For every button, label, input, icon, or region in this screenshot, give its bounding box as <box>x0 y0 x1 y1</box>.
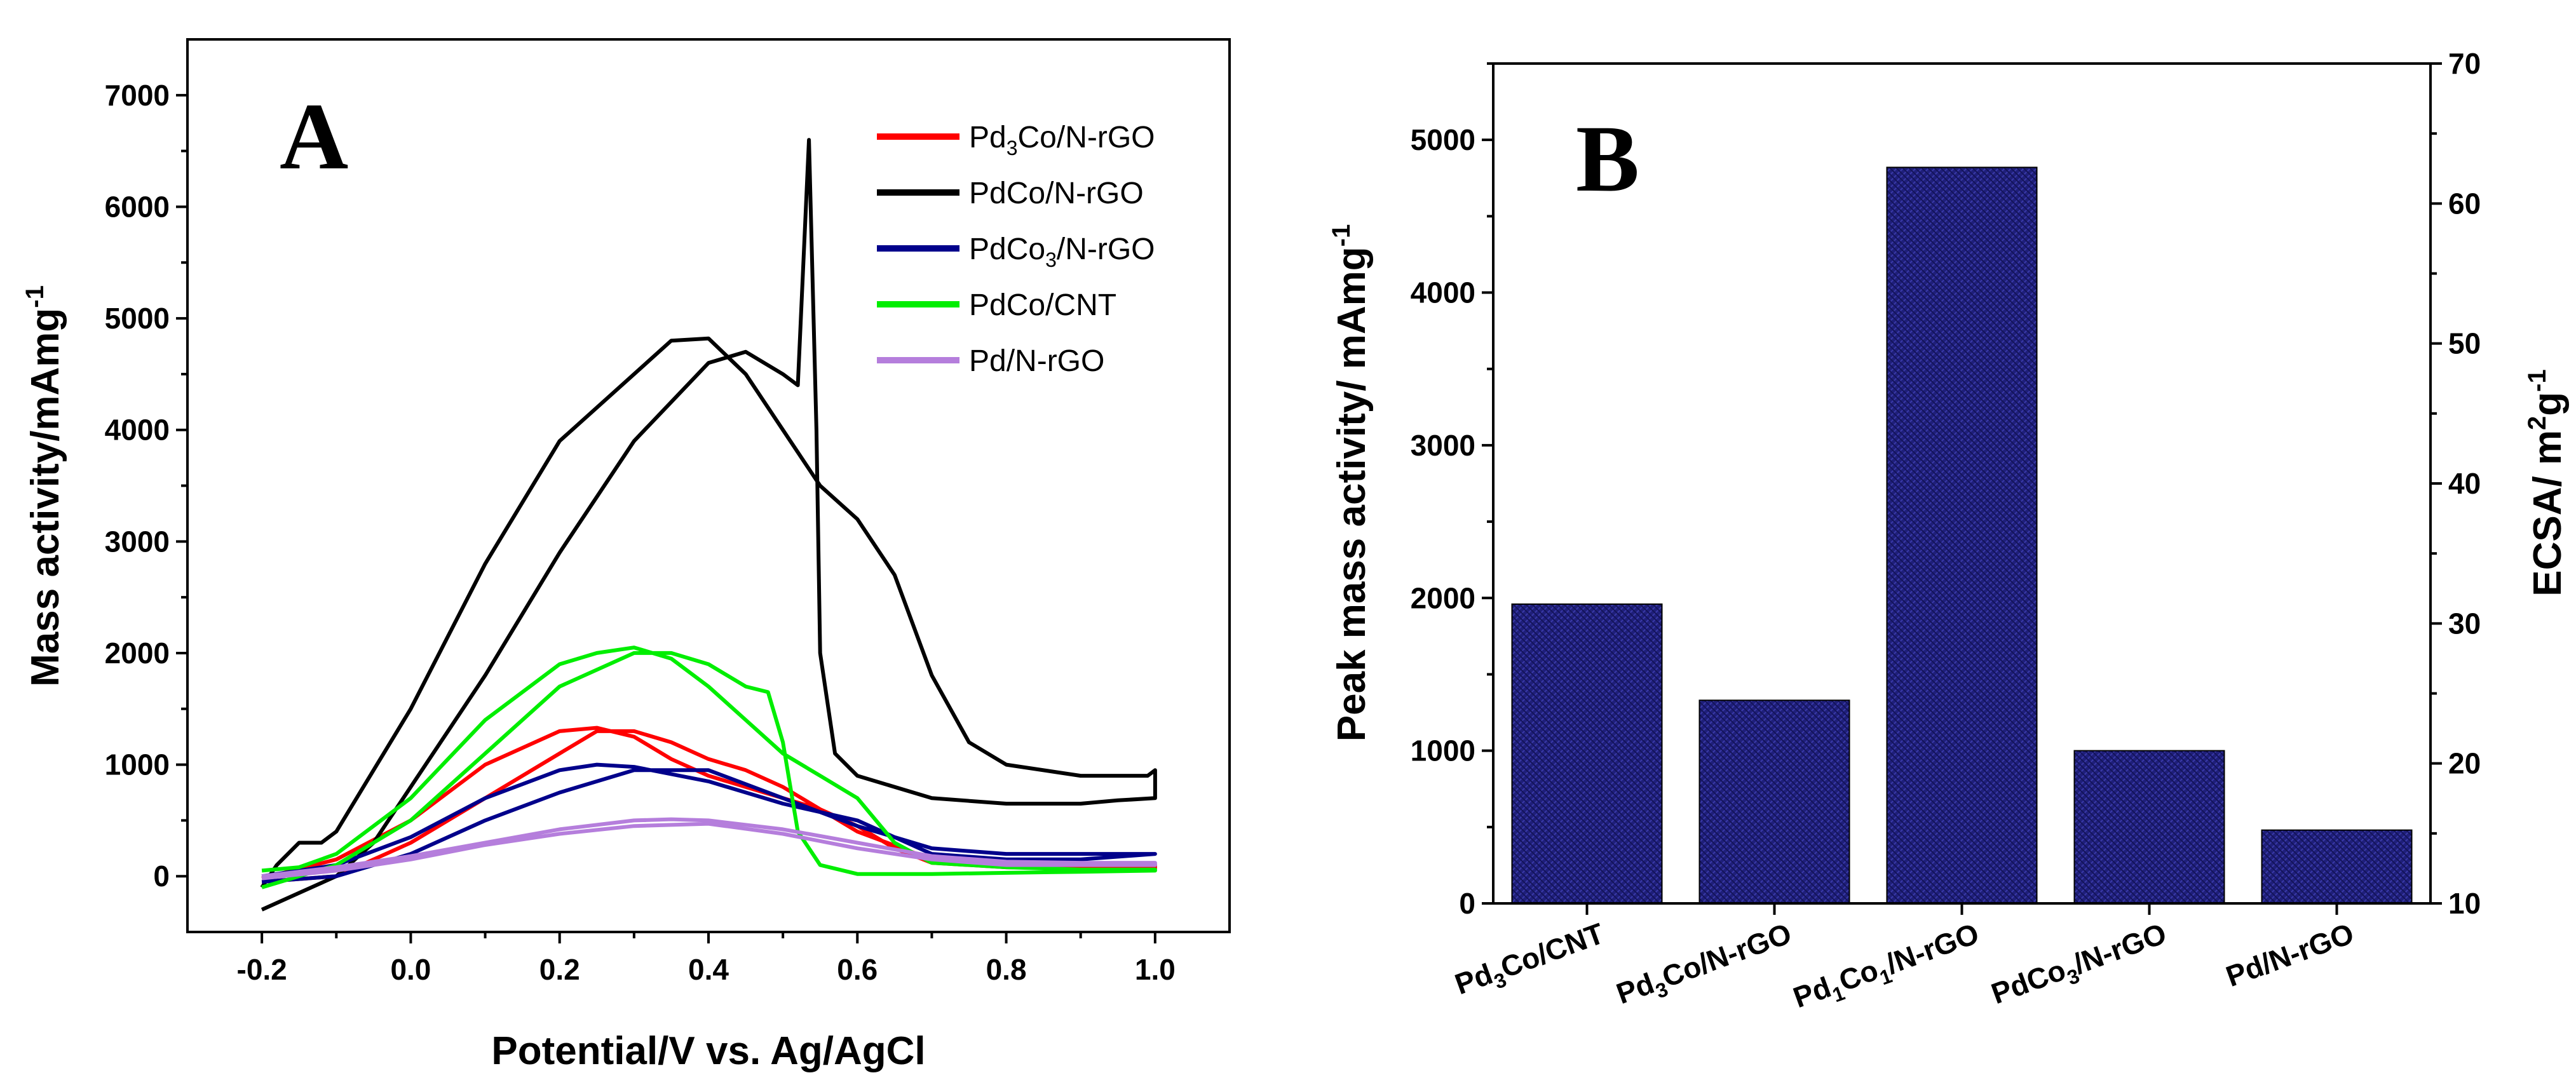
y-tick-label: 4000 <box>1411 276 1475 309</box>
x-tick-label: 0.4 <box>688 953 729 986</box>
category-label-part: /N-rGO <box>2069 917 2170 980</box>
y-tick-label: 5000 <box>1411 123 1475 156</box>
legend-label-part: Pd <box>969 121 1007 154</box>
category-label: PdCo3/N-rGO <box>1987 917 2173 1016</box>
legend-label: PdCo/CNT <box>969 288 1116 322</box>
bar-pd1co1-n-rgo <box>1886 166 2038 904</box>
y-axis-title: Mass activity/mAmg-1 <box>21 285 67 687</box>
legend-label: Pd3Co/N-rGO <box>969 121 1155 159</box>
category-label: Pd1Co1/N-rGO <box>1789 917 1985 1020</box>
x-tick-label: 0.6 <box>837 953 878 986</box>
legend-label-part: PdCo/N-rGO <box>969 177 1144 210</box>
legend-label-part: PdCo <box>969 233 1045 266</box>
y-tick-label: 3000 <box>105 525 170 558</box>
category-label-part: PdCo <box>1987 953 2070 1010</box>
y-tick-label: 1000 <box>105 748 170 781</box>
y2-title-sup1: 2 <box>2523 416 2551 430</box>
y-tick-label: 4000 <box>105 414 170 447</box>
panel-a: -0.2 0.0 0.2 0.4 0.6 0.8 1.0 0 1000 2000 3000 4000 5… <box>21 38 1231 1073</box>
x-tick-label: 1.0 <box>1135 953 1176 986</box>
legend-label-part: Co/N-rGO <box>1018 121 1155 154</box>
bar-pd3co-cnt <box>1511 603 1663 904</box>
series-line-pdco-cnt <box>261 645 1157 889</box>
category-label: Pd/N-rGO <box>2221 917 2358 994</box>
category-label: Pd3Co/N-rGO <box>1612 917 1798 1016</box>
y2-tick-label: 10 <box>2448 887 2481 920</box>
y-tick-label: 1000 <box>1411 734 1475 767</box>
x-tick-label: 0.8 <box>986 953 1027 986</box>
series-line-pdco-n-rgo <box>260 138 1157 912</box>
series-line-pdco3-n-rgo <box>261 762 1157 884</box>
y2-title-main: ECSA/ m <box>2526 430 2570 597</box>
legend-label-part: 3 <box>1045 248 1057 271</box>
y-tick-label: 3000 <box>1411 429 1475 462</box>
x-tick-label: 0.0 <box>390 953 431 986</box>
legend: Pd3Co/N-rGOPdCo/N-rGOPdCo3/N-rGOPdCo/CNT… <box>877 121 1155 378</box>
x-axis-title: Potential/V vs. Ag/AgCl <box>491 1029 925 1073</box>
bar-pd-n-rgo <box>2261 829 2413 905</box>
category-label-part: Co/N-rGO <box>1658 917 1796 994</box>
legend-label-part: 3 <box>1007 137 1018 159</box>
y-axis-title-main: Mass activity/mAmg <box>24 308 67 687</box>
y-axis-title-left: Peak mass activity/ mAmg-1 <box>1327 224 1374 741</box>
y2-tick-label: 40 <box>2448 467 2481 500</box>
y-tick-label: 5000 <box>105 302 170 335</box>
panel-a-label: A <box>280 84 348 189</box>
y-axis-title-right: ECSA/ m2g-1 <box>2523 369 2570 597</box>
y-axis-title-left-main: Peak mass activity/ mAmg <box>1330 246 1374 741</box>
y-tick-label: 0 <box>1459 887 1475 920</box>
legend-label-part: /N-rGO <box>1057 233 1155 266</box>
y2-tick-label: 50 <box>2448 327 2481 360</box>
legend-label: Pd/N-rGO <box>969 344 1104 378</box>
category-label: Pd3Co/CNT <box>1451 917 1610 1006</box>
y2-tick-label: 20 <box>2448 747 2481 780</box>
y-axis-title-sup: -1 <box>21 285 49 308</box>
y-tick-label: 2000 <box>105 637 170 670</box>
panel-b: 0 1000 2000 3000 4000 5000 10 20 30 40 50 60 70 B Pe… <box>1327 47 2570 1020</box>
panel-b-label: B <box>1576 106 1639 212</box>
y2-tick-label: 30 <box>2448 607 2481 640</box>
category-label-part: Co/CNT <box>1496 917 1608 985</box>
y-tick-label: 6000 <box>105 190 170 223</box>
y2-title-sup2: -1 <box>2523 369 2551 392</box>
y-axis-title-left-sup: -1 <box>1327 224 1355 247</box>
series-line-pd-n-rgo <box>261 817 1157 881</box>
legend-label: PdCo3/N-rGO <box>969 233 1155 271</box>
y2-tick-label: 60 <box>2448 187 2481 220</box>
bar-pd3co-n-rgo <box>1698 699 1850 905</box>
legend-label-part: PdCo/CNT <box>969 288 1116 322</box>
category-label-part: Pd <box>1789 970 1835 1014</box>
category-label-part: Pd <box>1451 957 1497 1001</box>
y2-title-mid: g <box>2526 392 2570 416</box>
bar-pdco3-n-rgo <box>2073 750 2225 904</box>
category-label-part: Pd/N-rGO <box>2221 917 2358 994</box>
legend-label: PdCo/N-rGO <box>969 177 1144 210</box>
x-tick-label: -0.2 <box>237 953 287 986</box>
y-tick-label: 0 <box>153 860 170 893</box>
category-label-part: Pd <box>1612 966 1658 1010</box>
category-label-part: /N-rGO <box>1881 917 1983 980</box>
y-tick-label: 7000 <box>105 79 170 112</box>
y2-tick-label: 70 <box>2448 47 2481 80</box>
legend-label-part: Pd/N-rGO <box>969 344 1104 378</box>
y-tick-label: 2000 <box>1411 581 1475 614</box>
x-tick-label: 0.2 <box>539 953 580 986</box>
